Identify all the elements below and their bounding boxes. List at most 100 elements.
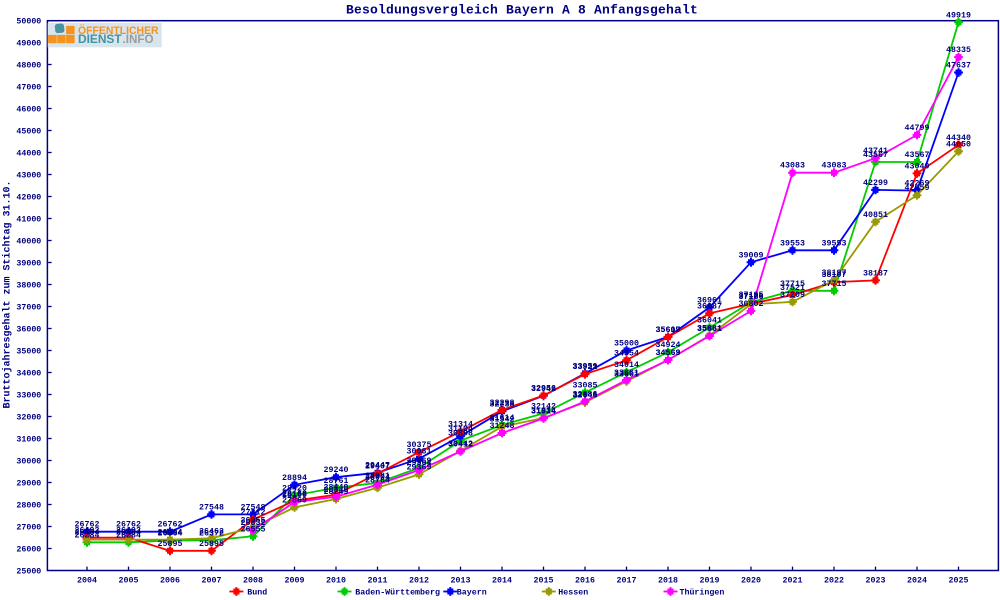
svg-text:DIENST: DIENST	[78, 34, 122, 46]
svg-text:44050: 44050	[946, 140, 971, 149]
svg-text:26404: 26404	[75, 529, 100, 538]
svg-text:31104: 31104	[448, 425, 473, 434]
svg-text:2022: 2022	[824, 577, 844, 586]
svg-text:40000: 40000	[16, 237, 41, 246]
svg-text:27548: 27548	[241, 503, 266, 512]
svg-text:29240: 29240	[324, 466, 349, 475]
svg-text:48335: 48335	[946, 46, 971, 55]
svg-text:26832: 26832	[241, 519, 266, 528]
svg-text:41000: 41000	[16, 215, 41, 224]
svg-text:28000: 28000	[16, 501, 41, 510]
svg-text:38197: 38197	[822, 269, 847, 278]
svg-text:31614: 31614	[490, 414, 515, 423]
svg-text:37106: 37106	[739, 293, 764, 302]
svg-text:Bayern: Bayern	[457, 588, 487, 597]
svg-text:39009: 39009	[739, 251, 764, 260]
svg-text:Thüringen: Thüringen	[680, 587, 725, 597]
svg-text:33601: 33601	[614, 370, 639, 379]
svg-text:26372: 26372	[199, 529, 224, 538]
svg-text:28904: 28904	[365, 474, 390, 483]
svg-text:43567: 43567	[863, 151, 888, 160]
svg-text:26762: 26762	[75, 521, 100, 530]
svg-text:34554: 34554	[614, 349, 639, 358]
svg-text:30412: 30412	[448, 440, 473, 449]
svg-text:32956: 32956	[531, 385, 556, 394]
svg-text:48000: 48000	[16, 61, 41, 70]
svg-text:37209: 37209	[780, 291, 805, 300]
svg-text:28449: 28449	[324, 484, 349, 493]
svg-text:36000: 36000	[16, 325, 41, 334]
svg-text:30375: 30375	[407, 441, 432, 450]
svg-text:32298: 32298	[490, 399, 515, 408]
svg-text:35607: 35607	[656, 326, 681, 335]
svg-text:ÖFFENTLICHER: ÖFFENTLICHER	[78, 24, 159, 37]
svg-text:26762: 26762	[158, 521, 183, 530]
svg-text:29669: 29669	[407, 457, 432, 466]
svg-text:2004: 2004	[77, 577, 97, 586]
svg-text:39553: 39553	[780, 239, 805, 248]
svg-text:25895: 25895	[158, 540, 183, 549]
svg-text:34014: 34014	[614, 361, 639, 370]
svg-text:37195: 37195	[739, 291, 764, 300]
svg-text:31914: 31914	[531, 407, 556, 416]
svg-text:26000: 26000	[16, 545, 41, 554]
svg-text:34569: 34569	[656, 349, 681, 358]
svg-text:2018: 2018	[658, 577, 678, 586]
svg-text:26555: 26555	[241, 525, 266, 534]
svg-text:27548: 27548	[199, 503, 224, 512]
svg-text:2010: 2010	[326, 577, 346, 586]
svg-text:27000: 27000	[16, 523, 41, 532]
svg-text:34000: 34000	[16, 369, 41, 378]
svg-text:Hessen: Hessen	[558, 588, 588, 597]
svg-text:31248: 31248	[490, 422, 515, 431]
svg-text:44000: 44000	[16, 149, 41, 158]
svg-text:28349: 28349	[324, 486, 349, 495]
svg-text:43083: 43083	[780, 162, 805, 171]
svg-text:.INFO: .INFO	[123, 34, 154, 46]
svg-text:2013: 2013	[451, 577, 471, 586]
svg-text:30442: 30442	[448, 440, 473, 449]
svg-text:35661: 35661	[697, 325, 722, 334]
svg-text:42269: 42269	[905, 180, 930, 189]
svg-text:29407: 29407	[365, 463, 390, 472]
svg-text:39553: 39553	[822, 239, 847, 248]
svg-text:Bruttojahresgehalt zum Stichta: Bruttojahresgehalt zum Stichtag 31.10.	[2, 180, 14, 408]
svg-text:45000: 45000	[16, 127, 41, 136]
svg-text:29447: 29447	[365, 462, 390, 471]
svg-text:2024: 2024	[907, 577, 927, 586]
svg-text:31934: 31934	[531, 407, 556, 416]
svg-text:2009: 2009	[285, 577, 305, 586]
svg-text:2012: 2012	[409, 577, 429, 586]
svg-text:29000: 29000	[16, 479, 41, 488]
svg-text:Baden-Württemberg: Baden-Württemberg	[355, 587, 440, 597]
svg-text:28764: 28764	[365, 477, 390, 486]
svg-text:38107: 38107	[822, 271, 847, 280]
svg-text:2016: 2016	[575, 577, 595, 586]
svg-text:40851: 40851	[863, 211, 888, 220]
svg-text:2011: 2011	[368, 577, 388, 586]
svg-text:28249: 28249	[324, 488, 349, 497]
svg-text:2019: 2019	[700, 577, 720, 586]
svg-text:26492: 26492	[75, 527, 100, 536]
svg-text:32238: 32238	[490, 400, 515, 409]
svg-text:36687: 36687	[697, 302, 722, 311]
svg-text:2014: 2014	[492, 577, 512, 586]
svg-text:28168: 28168	[282, 490, 307, 499]
svg-text:35000: 35000	[16, 347, 41, 356]
svg-text:26404: 26404	[158, 529, 183, 538]
svg-text:36041: 36041	[697, 317, 722, 326]
svg-text:25000: 25000	[16, 567, 41, 576]
svg-text:37521: 37521	[780, 284, 805, 293]
svg-text:35681: 35681	[697, 325, 722, 334]
svg-text:28109: 28109	[282, 491, 307, 500]
svg-text:34563: 34563	[656, 349, 681, 358]
svg-text:36802: 36802	[739, 300, 764, 309]
svg-text:44799: 44799	[905, 124, 930, 133]
svg-text:43083: 43083	[822, 162, 847, 171]
svg-text:26404: 26404	[116, 529, 141, 538]
svg-text:25895: 25895	[199, 540, 224, 549]
svg-text:42000: 42000	[16, 193, 41, 202]
svg-text:43049: 43049	[905, 162, 930, 171]
svg-text:Bund: Bund	[247, 587, 267, 597]
svg-text:2017: 2017	[617, 577, 637, 586]
